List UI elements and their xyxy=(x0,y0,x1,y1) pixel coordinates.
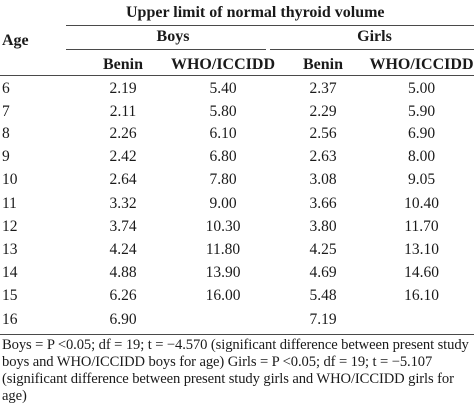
cell-girls-who: 16.10 xyxy=(404,287,439,304)
super-header: Upper limit of normal thyroid volume xyxy=(126,4,385,21)
cell-boys-benin: 4.88 xyxy=(109,264,137,281)
cell-age: 11 xyxy=(2,195,17,212)
age-header: Age xyxy=(2,32,29,49)
cell-boys-benin: 2.11 xyxy=(109,103,137,120)
cell-age: 10 xyxy=(2,171,18,188)
cell-age: 16 xyxy=(2,311,18,328)
cell-boys-who: 16.00 xyxy=(205,287,241,304)
cell-girls-who: 8.00 xyxy=(407,148,436,165)
cell-boys-who: 9.00 xyxy=(209,195,237,212)
cell-boys-benin: 4.24 xyxy=(109,241,137,258)
cell-age: 8 xyxy=(2,125,10,142)
boys-header: Boys xyxy=(156,28,190,45)
cell-boys-who: 11.80 xyxy=(205,241,241,258)
cell-girls-benin: 4.69 xyxy=(309,264,337,281)
cell-girls-benin: 4.25 xyxy=(309,241,337,258)
cell-girls-who: 10.40 xyxy=(404,195,439,212)
cell-girls-benin: 5.48 xyxy=(309,287,337,304)
cell-boys-benin: 6.26 xyxy=(109,287,137,304)
cell-boys-who: 10.30 xyxy=(205,218,241,235)
cell-age: 14 xyxy=(2,264,18,281)
table-footnote: Boys = P <0.05; df = 19; t = −4.570 (sig… xyxy=(2,337,469,404)
cell-girls-who: 14.60 xyxy=(404,264,439,281)
cell-boys-benin: 3.32 xyxy=(109,195,137,212)
girls-rule xyxy=(270,49,474,50)
cell-boys-benin: 2.26 xyxy=(109,125,137,142)
cell-age: 13 xyxy=(2,241,18,258)
cell-age: 15 xyxy=(2,287,18,304)
cell-age: 7 xyxy=(2,103,10,120)
cell-boys-who: 6.80 xyxy=(209,148,237,165)
cell-boys-who: 6.10 xyxy=(209,125,237,142)
cell-girls-benin: 2.63 xyxy=(309,148,337,165)
cell-age: 6 xyxy=(2,80,10,97)
cell-girls-benin: 2.29 xyxy=(309,103,337,120)
cell-boys-benin: 2.64 xyxy=(109,171,137,188)
cell-girls-benin: 2.37 xyxy=(309,80,337,97)
cell-boys-benin: 6.90 xyxy=(109,311,137,328)
cell-boys-benin: 3.74 xyxy=(109,218,137,235)
cell-girls-who: 5.90 xyxy=(407,103,436,120)
subheader-boys-benin: Benin xyxy=(102,56,143,73)
cell-girls-who: 11.70 xyxy=(404,218,439,235)
cell-girls-who: 6.90 xyxy=(407,125,436,142)
header-bottom-rule xyxy=(0,75,474,76)
cell-boys-who: 7.80 xyxy=(209,171,237,188)
table-bottom-rule xyxy=(0,334,474,335)
cell-boys-who: 5.40 xyxy=(209,80,237,97)
subheader-boys-who: WHO/ICCIDD xyxy=(170,56,275,73)
cell-girls-who: 9.05 xyxy=(407,171,436,188)
cell-boys-benin: 2.42 xyxy=(109,148,137,165)
cell-boys-who: 5.80 xyxy=(209,103,237,120)
cell-girls-benin: 3.66 xyxy=(309,195,337,212)
boys-rule xyxy=(66,49,266,50)
cell-girls-who: 13.10 xyxy=(404,241,439,258)
girls-header: Girls xyxy=(357,28,392,45)
cell-age: 12 xyxy=(2,218,18,235)
cell-girls-benin: 7.19 xyxy=(309,311,337,328)
cell-girls-benin: 3.80 xyxy=(309,218,337,235)
cell-girls-benin: 3.08 xyxy=(309,171,337,188)
subheader-girls-who: WHO/ICCIDD xyxy=(369,56,474,73)
cell-age: 9 xyxy=(2,148,10,165)
cell-girls-who: 5.00 xyxy=(407,80,436,97)
subheader-girls-benin: Benin xyxy=(302,56,343,73)
cell-girls-benin: 2.56 xyxy=(309,125,337,142)
super-header-rule xyxy=(66,25,474,26)
cell-boys-benin: 2.19 xyxy=(109,80,137,97)
cell-boys-who: 13.90 xyxy=(205,264,241,281)
